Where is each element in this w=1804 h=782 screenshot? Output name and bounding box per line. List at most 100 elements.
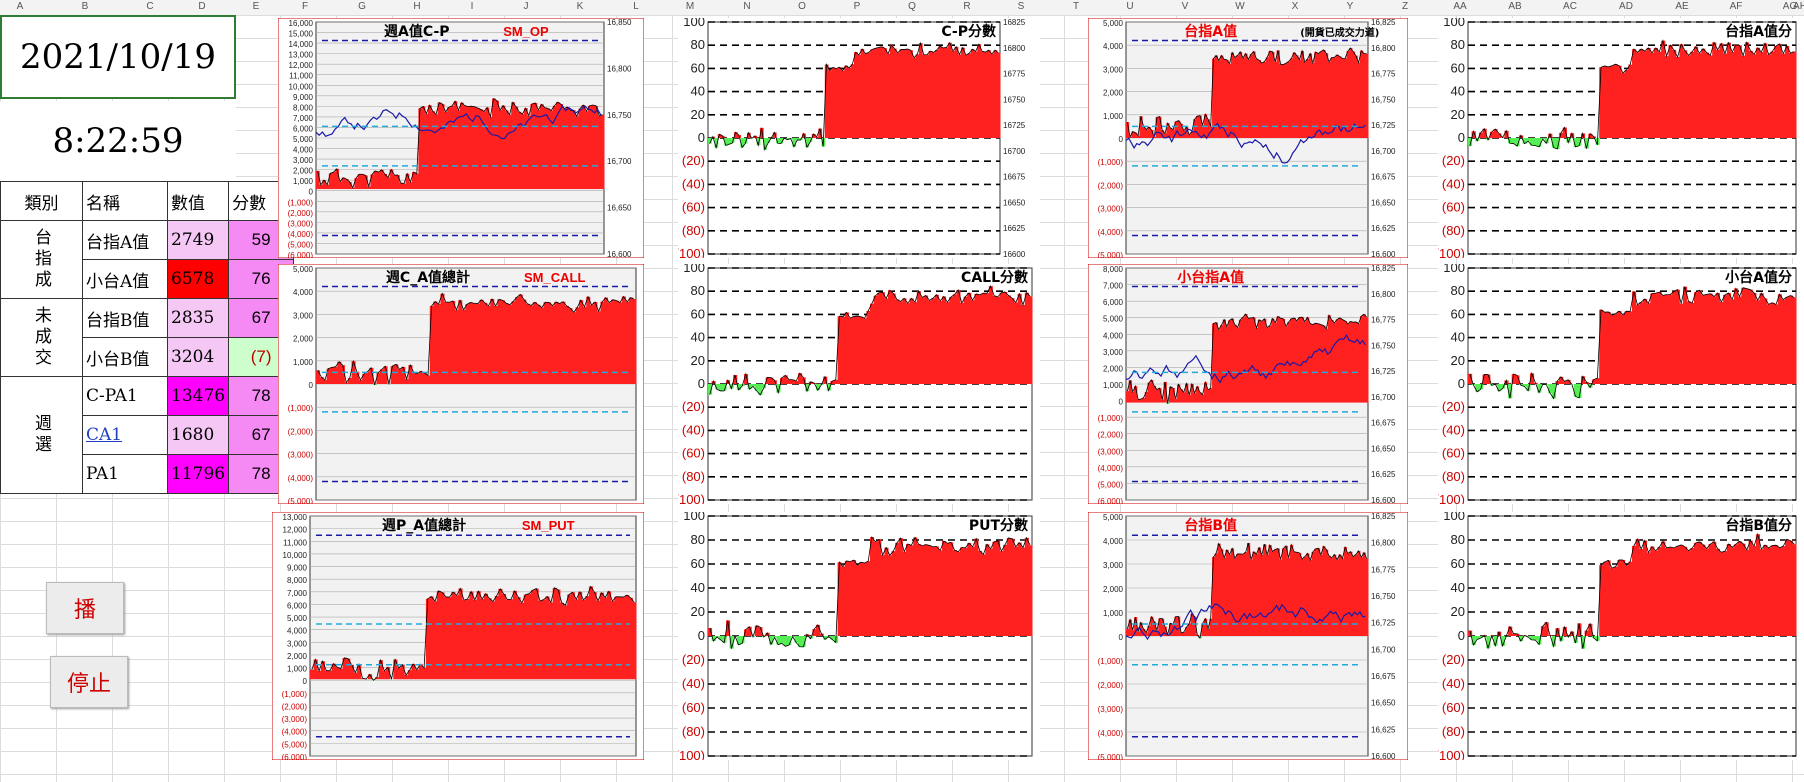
y-tick-label: (100) [1438,748,1465,760]
y-tick-label: (2,000) [282,702,308,711]
row-value[interactable]: 13476 [166,376,230,416]
y-tick-label: (80) [1442,724,1465,739]
y-tick-label: 9,000 [293,93,314,102]
chart-panel-c8[interactable]: 100 80 60 40 20 0 (20) (40) (60) (80) (100) 小台A值分 [1438,264,1804,504]
right-tick-label: 16,650 [1371,444,1396,453]
column-letter: N [743,1,751,12]
chart-panel-c2[interactable]: 100 80 60 40 20 0 (20) (40) (60) (80) (100) 16825 16… [678,18,1040,258]
right-tick-label: 16,750 [1371,592,1396,601]
chart-panel-c12[interactable]: 100 80 60 40 20 0 (20) (40) (60) (80) (100) 台指B值分 [1438,512,1804,760]
row-name[interactable]: 小台B值 [82,337,168,377]
y-tick-label: (3,000) [1098,205,1124,214]
chart-title: 台指B值分 [1725,517,1792,534]
y-tick-label: 10,000 [283,551,308,560]
column-letter: AD [1619,1,1633,12]
right-tick-label: 16,750 [607,111,632,120]
chart-panel-c9[interactable]: 13,000 12,000 11,000 10,000 9,000 8,000 7,000 6… [272,512,644,760]
right-tick-label: 16,775 [1371,316,1396,325]
y-tick-label: 4,000 [293,146,314,155]
series-bars [1468,534,1797,649]
right-tick-label: 16750 [1003,95,1026,104]
y-tick-label: 20 [1451,604,1465,619]
y-tick-label: 0 [1119,398,1124,407]
y-tick-label: 100 [683,264,705,275]
row-value[interactable]: 3204 [166,337,230,377]
y-tick-label: 3,000 [1103,348,1124,357]
y-tick-label: 13,000 [289,51,314,60]
header-category: 類別 [0,181,83,221]
y-tick-label: 1,000 [1103,381,1124,390]
y-tick-label: (100) [1438,246,1465,258]
y-tick-label: (4,000) [1098,464,1124,473]
y-tick-label: (20) [682,153,705,168]
y-tick-label: 3,000 [1103,65,1124,74]
right-tick-label: 16,600 [607,250,632,258]
right-tick-label: 16,775 [1371,565,1396,574]
right-tick-label: 16,650 [607,204,632,213]
y-tick-label: 60 [1451,306,1465,321]
chart-panel-c3[interactable]: 5,000 4,000 3,000 2,000 1,000 0 (1,000) (2,000)… [1088,18,1408,258]
right-tick-label: 16825 [1003,18,1026,27]
y-tick-label: 60 [1451,60,1465,75]
row-name[interactable]: PA1 [82,454,168,494]
row-value[interactable]: 2835 [166,298,230,338]
column-letter: I [470,1,474,12]
row-name-link[interactable]: CA1 [82,415,168,455]
y-tick-label: 0 [1458,628,1465,643]
y-tick-label: 0 [1458,130,1465,145]
y-tick-label: (2,000) [1098,681,1124,690]
row-value[interactable]: 11796 [166,454,230,494]
chart-panel-c7[interactable]: 8,000 7,000 6,000 5,000 4,000 3,000 2,000 1,000… [1088,264,1408,504]
chart-panel-c11[interactable]: 5,000 4,000 3,000 2,000 1,000 0 (1,000) (2,000)… [1088,512,1408,760]
stop-button[interactable]: 停止 [50,656,128,708]
y-tick-label: (3,000) [288,219,314,228]
row-name[interactable]: 台指B值 [82,298,168,338]
column-letter: R [963,1,971,12]
y-tick-label: (3,000) [282,715,308,724]
y-tick-label: 8,000 [293,103,314,112]
chart-panel-c10[interactable]: 100 80 60 40 20 0 (20) (40) (60) (80) (100) PUT分數 [678,512,1040,760]
y-tick-label: 5,000 [293,265,314,274]
row-name[interactable]: C-PA1 [82,376,168,416]
row-name[interactable]: 台指A值 [82,220,168,260]
row-value[interactable]: 1680 [166,415,230,455]
y-tick-label: 6,000 [1103,298,1124,307]
right-tick-label: 16,800 [607,64,632,73]
column-letter: P [853,1,861,12]
y-tick-label: 0 [698,628,705,643]
y-tick-label: (4,000) [1098,729,1124,738]
right-tick-label: 16,750 [1371,341,1396,350]
right-tick-label: 16,700 [1371,645,1396,654]
chart-panel-c1[interactable]: 16,000 15,000 14,000 13,000 12,000 11,000 10,0… [278,18,644,258]
play-button[interactable]: 播 [46,582,124,634]
row-value[interactable]: 6578 [166,259,230,299]
chart-svg: 100 80 60 40 20 0 (20) (40) (60) (80) (100) PUT分數 [678,512,1040,760]
chart-svg: 100 80 60 40 20 0 (20) (40) (60) (80) (100) 16825 16… [678,18,1040,258]
column-letter: T [1072,1,1080,12]
chart-panel-c5[interactable]: 5,000 4,000 3,000 2,000 1,000 0 (1,000) (2,000)… [278,264,644,504]
y-tick-label: 1,000 [293,358,314,367]
y-tick-label: 8,000 [1103,265,1124,274]
y-tick-label: (40) [682,676,705,691]
chart-svg: 100 80 60 40 20 0 (20) (40) (60) (80) (100) 台指B值分 [1438,512,1804,760]
right-tick-label: 16,675 [1371,419,1396,428]
chart-panel-c4[interactable]: 100 80 60 40 20 0 (20) (40) (60) (80) (100) 台指A值分 [1438,18,1804,258]
row-name[interactable]: 小台A值 [82,259,168,299]
series-outline [1126,542,1368,640]
right-tick-label: 16,625 [1371,725,1396,734]
chart-panel-c6[interactable]: 100 80 60 40 20 0 (20) (40) (60) (80) (100) CALL分數 [678,264,1040,504]
y-tick-label: 40 [691,580,705,595]
y-tick-label: 4,000 [287,627,308,636]
y-tick-label: 20 [691,604,705,619]
y-tick-label: (6,000) [282,753,308,760]
y-tick-label: 4,000 [293,288,314,297]
row-value[interactable]: 2749 [166,220,230,260]
table-row: 台指成 台指A值 2749 59 [0,220,295,299]
y-tick-label: 3,000 [1103,561,1124,570]
y-tick-label: (1,000) [288,404,314,413]
price-line [1125,603,1366,641]
column-letter: C [146,1,154,12]
y-tick-label: (100) [1438,492,1465,504]
chart-title: 週P_A值總計 [382,517,466,534]
series-bars [708,286,1033,395]
